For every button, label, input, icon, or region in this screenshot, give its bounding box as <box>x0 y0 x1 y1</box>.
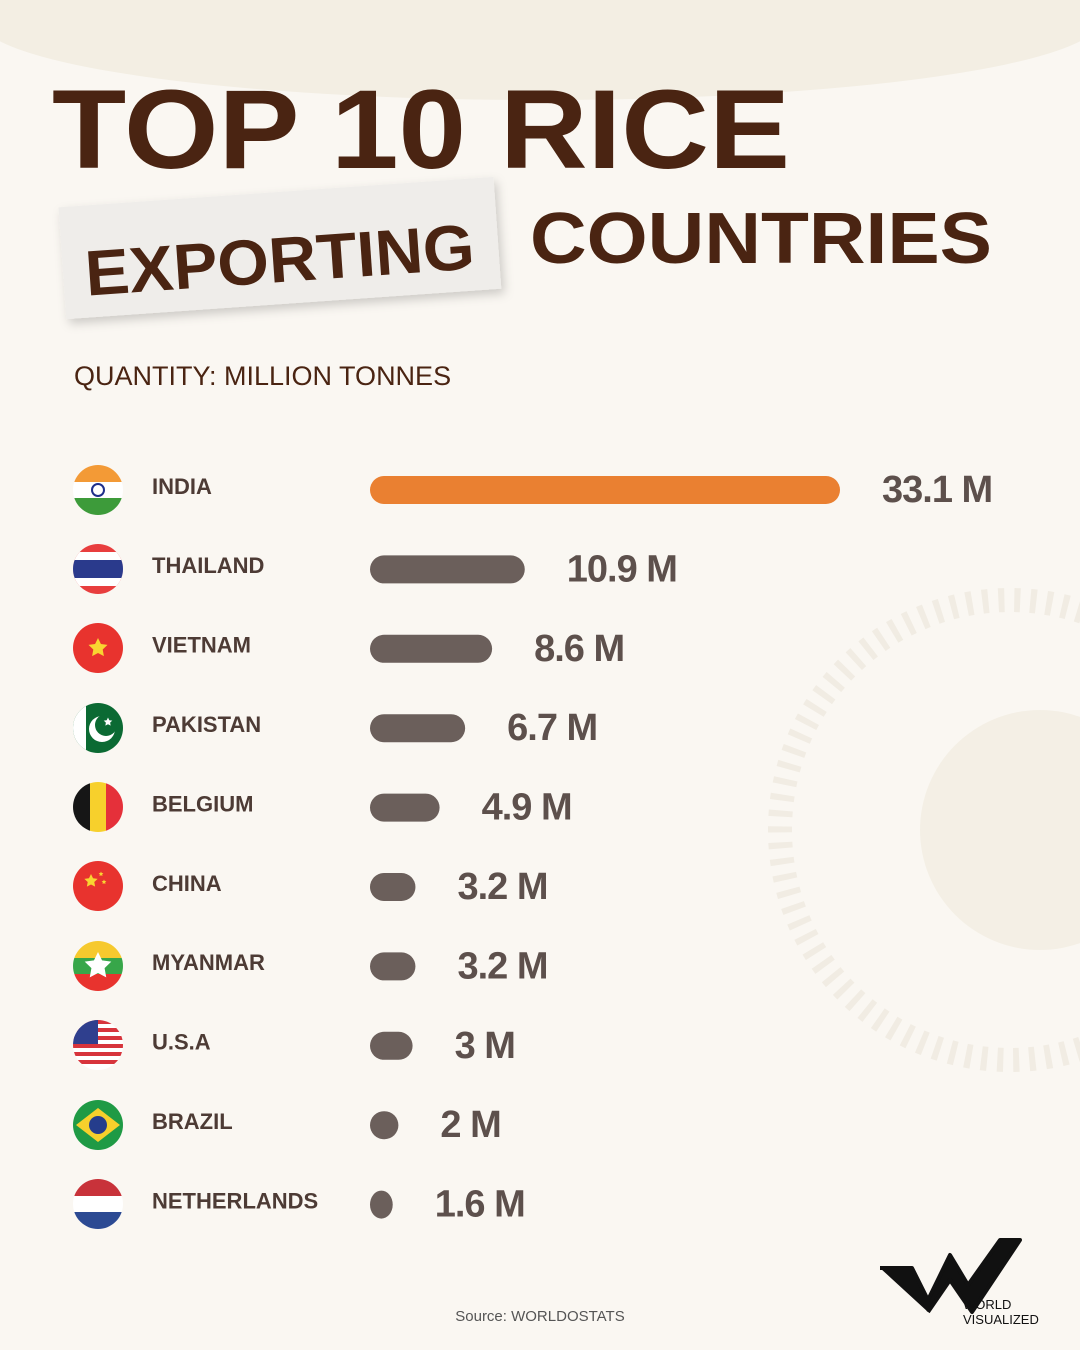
title-line: COUNTRIES <box>530 199 992 279</box>
category-label: THAILAND <box>152 553 264 578</box>
value-label: 3.2 M <box>457 866 547 908</box>
bar <box>370 952 416 981</box>
rice-decoration <box>0 0 1080 1072</box>
category-label: BRAZIL <box>152 1109 233 1134</box>
source: Source: WORLDOSTATS <box>455 1308 624 1325</box>
category-label: VIETNAM <box>152 633 251 658</box>
flag <box>73 941 123 991</box>
flag <box>73 623 123 673</box>
category-label: PAKISTAN <box>152 712 261 737</box>
value-label: 6.7 M <box>507 707 597 749</box>
category-label: U.S.A <box>152 1030 211 1055</box>
bar <box>370 793 440 822</box>
flags <box>73 465 123 1229</box>
value-label: 3 M <box>455 1025 515 1067</box>
bar <box>370 1190 393 1219</box>
logo-text: VISUALIZED <box>963 1312 1039 1327</box>
flag <box>73 1100 123 1150</box>
category-label: NETHERLANDS <box>152 1188 318 1213</box>
bar <box>370 634 493 663</box>
value-label: 1.6 M <box>435 1184 525 1226</box>
bar <box>370 873 416 901</box>
value-label: 4.9 M <box>482 787 572 829</box>
flag <box>73 544 123 594</box>
title-line: TOP 10 RICE <box>52 67 790 192</box>
flag <box>73 861 123 911</box>
subtitle: QUANTITY: MILLION TONNES <box>74 361 451 391</box>
category-label: CHINA <box>152 871 222 896</box>
flag <box>73 782 123 832</box>
flag <box>73 703 123 753</box>
value-label: 2 M <box>440 1104 500 1146</box>
bar <box>370 1031 413 1060</box>
value-label: 10.9 M <box>567 548 677 590</box>
value-label: 33.1 M <box>882 469 992 511</box>
bar <box>370 1111 399 1140</box>
logo-text: WORLD <box>963 1297 1011 1312</box>
bar <box>370 555 525 584</box>
logo: WORLD VISUALIZED <box>880 1238 1039 1327</box>
category-label: INDIA <box>152 474 212 499</box>
value-label: 8.6 M <box>534 628 624 670</box>
category-label: BELGIUM <box>152 791 253 816</box>
value-label: 3.2 M <box>457 945 547 987</box>
category-label: MYANMAR <box>152 950 265 975</box>
bar <box>370 476 840 504</box>
flag <box>73 465 123 515</box>
flag <box>73 1020 123 1070</box>
title-highlight: EXPORTING <box>58 176 502 320</box>
bar <box>370 714 466 743</box>
flag <box>73 1179 123 1229</box>
